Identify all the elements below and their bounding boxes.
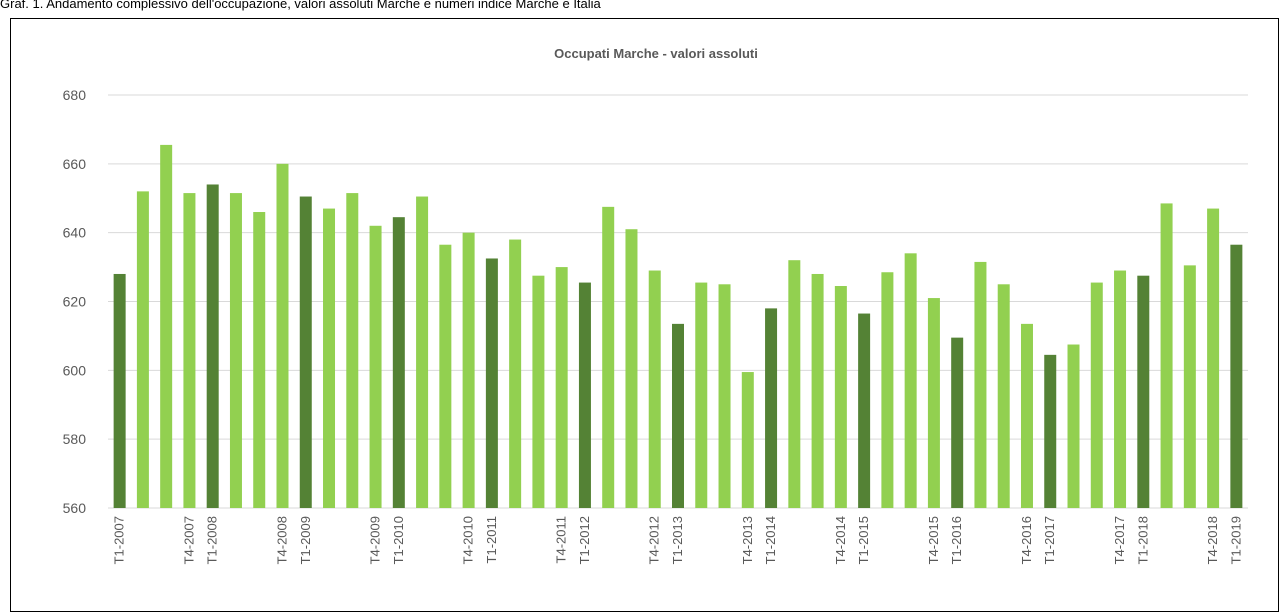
- bar: [1183, 265, 1196, 508]
- bar: [1044, 354, 1057, 508]
- bar: [834, 286, 847, 508]
- x-tick-label: T1-2014: [763, 516, 778, 564]
- bar: [392, 217, 405, 508]
- x-tick-label: T4-2017: [1112, 516, 1127, 564]
- y-tick-label: 620: [63, 294, 87, 310]
- bar: [672, 323, 684, 508]
- bar: [509, 239, 522, 509]
- bar: [113, 273, 126, 508]
- x-tick-label: T1-2018: [1135, 516, 1150, 564]
- bar: [1207, 208, 1220, 508]
- x-tick-label: T1-2008: [205, 516, 220, 564]
- caption: Graf. 1. Andamento complessivo dell'occu…: [0, 0, 602, 11]
- x-tick-label: T4-2010: [461, 516, 476, 564]
- bar: [904, 253, 917, 508]
- bar: [299, 196, 312, 508]
- bar: [1160, 203, 1173, 508]
- bar: [229, 193, 242, 508]
- bar: [346, 193, 359, 508]
- x-tick-label: T1-2017: [1042, 516, 1057, 564]
- bar: [718, 284, 731, 508]
- bar: [858, 313, 871, 508]
- bar: [648, 270, 661, 508]
- bar: [578, 282, 591, 508]
- bar: [369, 225, 382, 509]
- x-tick-label: T1-2012: [577, 516, 592, 564]
- chart-title: Occupati Marche - valori assoluti: [554, 46, 758, 61]
- bar: [276, 163, 289, 509]
- bar: [1090, 282, 1103, 508]
- x-tick-label: T1-2019: [1228, 516, 1243, 564]
- bar: [1067, 344, 1080, 508]
- bar: [1114, 270, 1127, 508]
- x-tick-label: T1-2016: [949, 516, 964, 564]
- x-tick-label: T1-2009: [298, 516, 313, 564]
- bar: [532, 275, 545, 508]
- bar: [323, 208, 336, 508]
- chart-frame: [10, 18, 1279, 612]
- bar: [881, 272, 894, 508]
- x-tick-label: T4-2012: [647, 516, 662, 564]
- x-tick-label: T1-2011: [484, 516, 499, 563]
- bar: [439, 244, 452, 508]
- bar: [485, 258, 498, 508]
- x-tick-label: T4-2016: [1019, 516, 1034, 564]
- x-tick-label: T4-2011: [554, 516, 569, 563]
- bar: [462, 232, 475, 508]
- x-tick-label: T4-2018: [1205, 516, 1220, 564]
- bar: [555, 267, 568, 508]
- bar: [695, 282, 708, 508]
- x-tick-label: T1-2015: [856, 516, 871, 564]
- bar: [997, 284, 1010, 508]
- y-tick-label: 580: [63, 431, 87, 447]
- bar: [416, 196, 429, 508]
- x-tick-label: T1-2007: [112, 516, 127, 564]
- bar: [951, 337, 964, 508]
- y-tick-label: 600: [63, 362, 87, 378]
- y-tick-label: 560: [63, 500, 87, 516]
- y-tick-label: 640: [63, 225, 87, 241]
- bar: [602, 206, 615, 508]
- bar: [741, 372, 754, 508]
- bar: [927, 298, 940, 508]
- bar: [765, 308, 778, 508]
- bar: [206, 184, 219, 508]
- bar: [788, 260, 801, 508]
- bar: [253, 212, 266, 508]
- x-tick-label: T4-2009: [368, 516, 383, 564]
- bar: [1230, 244, 1243, 508]
- bar: [974, 261, 987, 508]
- bar: [160, 144, 173, 508]
- x-tick-label: T1-2010: [391, 516, 406, 564]
- y-tick-label: 660: [63, 156, 87, 172]
- x-tick-label: T1-2013: [670, 516, 685, 564]
- x-tick-label: T4-2008: [274, 516, 289, 564]
- bar: [811, 273, 824, 508]
- x-tick-label: T4-2015: [926, 516, 941, 564]
- bar: [1020, 323, 1033, 508]
- bar: [183, 193, 196, 508]
- x-tick-label: T4-2014: [833, 516, 848, 564]
- x-tick-label: T4-2007: [181, 516, 196, 564]
- bar: [136, 191, 149, 508]
- bar: [1137, 275, 1150, 508]
- x-tick-label: T4-2013: [740, 516, 755, 564]
- y-tick-label: 680: [63, 87, 87, 103]
- bar: [625, 229, 638, 508]
